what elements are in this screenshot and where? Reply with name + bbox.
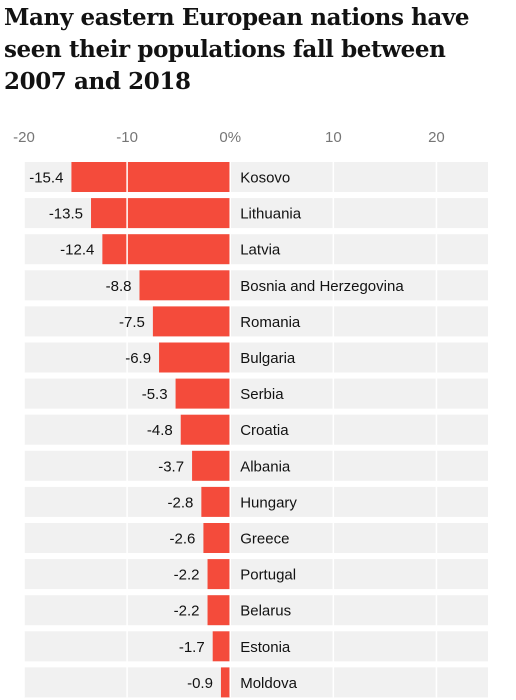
value-label: -0.9 bbox=[187, 675, 213, 692]
bar-romania bbox=[152, 306, 231, 337]
row-band bbox=[24, 523, 488, 553]
x-tick-label: 10 bbox=[325, 129, 342, 146]
value-label: -8.8 bbox=[106, 278, 132, 295]
gridlines bbox=[23, 162, 438, 698]
value-label: -2.6 bbox=[170, 531, 196, 548]
category-label: Croatia bbox=[240, 422, 289, 439]
category-label: Romania bbox=[240, 314, 301, 331]
row-band bbox=[24, 378, 488, 409]
row-band bbox=[24, 631, 488, 662]
category-label: Bulgaria bbox=[240, 350, 296, 367]
category-label: Serbia bbox=[240, 386, 284, 403]
bar-albania bbox=[192, 450, 231, 481]
value-label: -2.2 bbox=[174, 603, 200, 620]
value-label: -7.5 bbox=[119, 314, 145, 331]
bar-lithuania bbox=[91, 198, 231, 229]
row-band bbox=[24, 414, 488, 445]
category-label: Moldova bbox=[240, 675, 297, 692]
category-label: Hungary bbox=[240, 494, 297, 511]
value-label: -2.2 bbox=[174, 567, 200, 584]
bar-serbia bbox=[175, 378, 231, 409]
category-label: Lithuania bbox=[240, 206, 302, 223]
category-label: Bosnia and Herzegovina bbox=[240, 278, 404, 295]
x-tick-label: -20 bbox=[13, 129, 35, 146]
row-band bbox=[24, 306, 488, 337]
row-band bbox=[24, 486, 488, 517]
bar-moldova bbox=[220, 667, 231, 698]
bar-greece bbox=[203, 523, 231, 553]
value-label: -5.3 bbox=[142, 386, 168, 403]
x-tick-label: -10 bbox=[116, 129, 138, 146]
category-label: Latvia bbox=[240, 242, 281, 259]
row-band bbox=[24, 595, 488, 626]
bar-estonia bbox=[212, 631, 231, 662]
chart-title: Many eastern European nations have seen … bbox=[4, 4, 470, 95]
category-label: Estonia bbox=[240, 639, 291, 656]
x-tick-label: 0% bbox=[219, 129, 241, 146]
value-label: -2.8 bbox=[167, 494, 193, 511]
category-label: Greece bbox=[240, 531, 289, 548]
row-band bbox=[24, 667, 488, 698]
row-band bbox=[24, 450, 488, 481]
row-band bbox=[24, 342, 488, 373]
value-label: -3.7 bbox=[158, 458, 184, 475]
value-labels: -15.4 -13.5 -12.4 -8.8 -7.5 -6.9 -5.3 -4.8 -3.7 -… bbox=[29, 170, 213, 692]
bar-hungary bbox=[201, 486, 231, 517]
value-label: -12.4 bbox=[60, 242, 94, 259]
bar-bulgaria bbox=[159, 342, 231, 373]
value-label: -6.9 bbox=[125, 350, 151, 367]
x-axis-ticks: -20 -10 0% 10 20 bbox=[13, 129, 445, 146]
value-label: -13.5 bbox=[49, 206, 83, 223]
category-label: Belarus bbox=[240, 603, 291, 620]
x-tick-label: 20 bbox=[428, 129, 445, 146]
row-band bbox=[24, 234, 488, 265]
value-label: -15.4 bbox=[29, 170, 63, 187]
bar-bosnia-and-herzegovina bbox=[139, 270, 231, 301]
bar-portugal bbox=[207, 559, 231, 590]
row-band bbox=[24, 270, 488, 301]
value-label: -1.7 bbox=[179, 639, 205, 656]
category-labels: Kosovo Lithuania Latvia Bosnia and Herzegov… bbox=[240, 170, 404, 692]
bar-kosovo bbox=[71, 162, 231, 192]
row-band bbox=[24, 559, 488, 590]
category-label: Kosovo bbox=[240, 170, 290, 187]
bars bbox=[71, 162, 231, 698]
bar-croatia bbox=[180, 414, 231, 445]
category-label: Albania bbox=[240, 458, 291, 475]
bar-belarus bbox=[207, 595, 231, 626]
category-label: Portugal bbox=[240, 567, 296, 584]
bar-latvia bbox=[102, 234, 231, 265]
value-label: -4.8 bbox=[147, 422, 173, 439]
